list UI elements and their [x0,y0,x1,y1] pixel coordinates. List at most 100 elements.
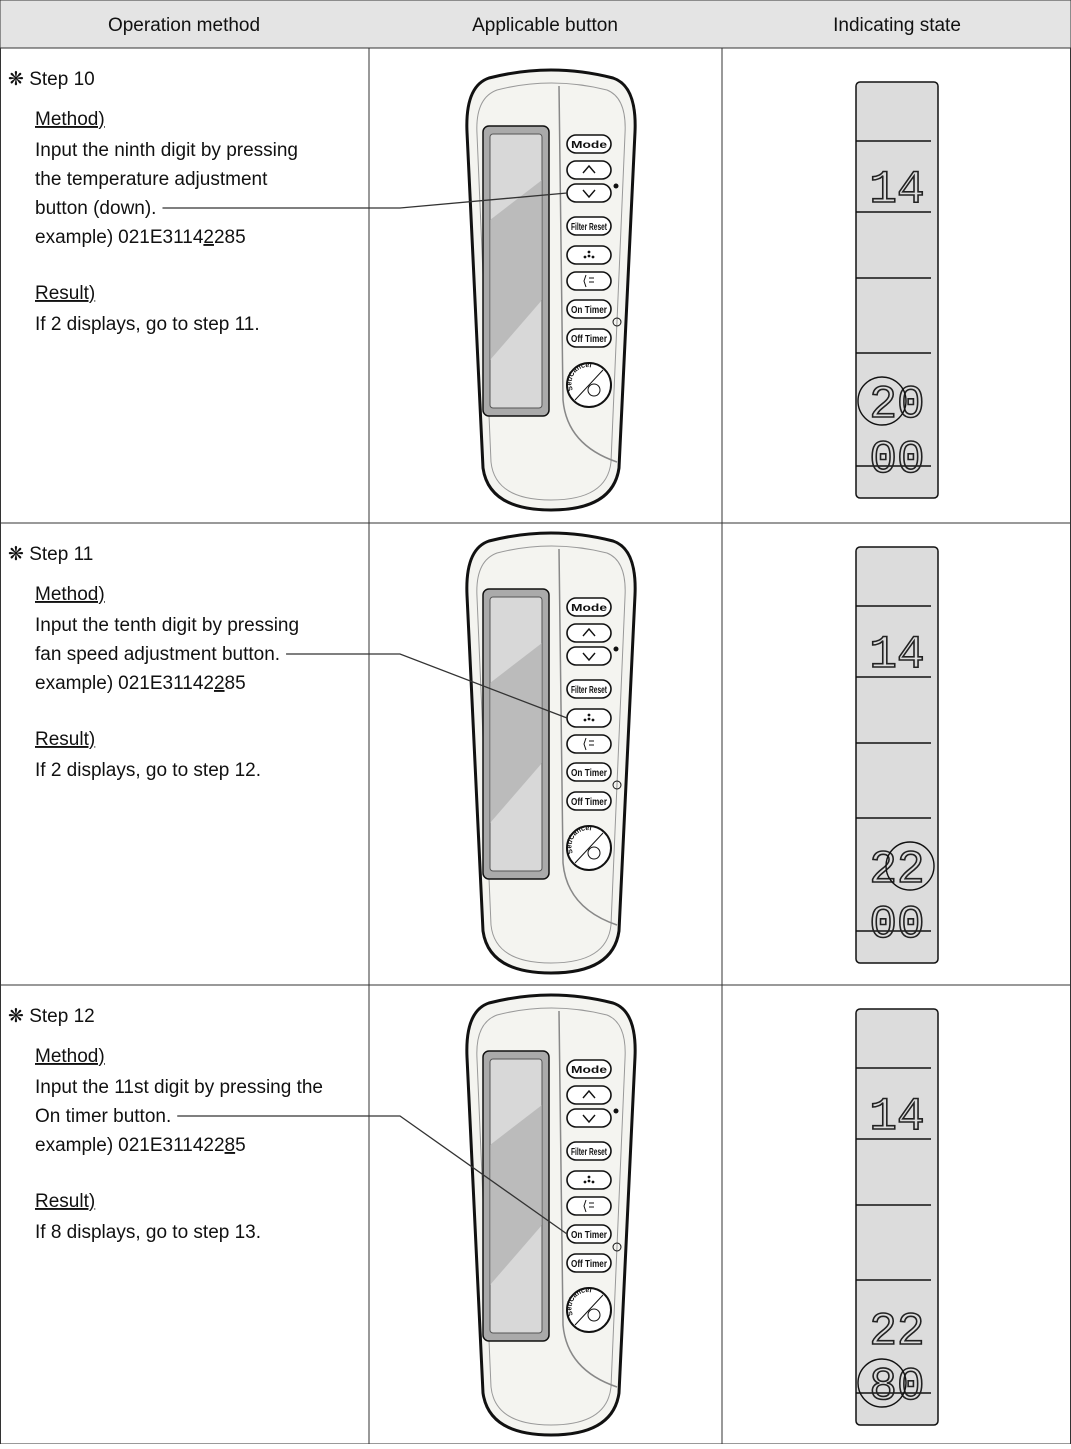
button-label: Mode [571,140,608,151]
off-timer-button [566,791,612,811]
on-timer-button [566,762,612,782]
fan-icon [587,1175,591,1179]
power-icon [587,1308,601,1322]
filter-reset-button [566,216,612,236]
example-label: example) [35,1135,113,1156]
set-cancel-slash [574,1294,604,1326]
temp-up-button [566,160,612,180]
result-text: If 2 displays, go to step 11. [35,314,260,335]
lcd-digits: 22 [869,844,924,896]
method-line: fan speed adjustment button. [35,644,280,665]
filter-reset-button [566,679,612,699]
step-title: ❋ Step 11 [8,544,93,565]
method-line: button (down). [35,198,156,219]
down-arrow [582,1114,596,1124]
remote-divider [558,85,618,463]
table-row: ❋ Step 10 Method) Input the ninth digit by… [0,47,1071,524]
method-label: Method) [35,584,105,605]
method-label: Method) [35,109,105,130]
button-label: Off Timer [571,334,607,345]
remote-divider [558,1010,618,1388]
lcd-digits: 00 [869,899,924,951]
filter-reset-button [566,1141,612,1161]
button-label: Mode [571,603,608,614]
mode-button [566,1059,612,1079]
fan-icon [587,713,591,717]
lcd-digits: 14 [869,629,924,681]
lcd-digits: 20 [869,379,924,431]
button-label: Filter Reset [571,1147,607,1158]
temp-down-button [566,183,612,203]
result-label: Result) [35,1191,95,1212]
mode-button [566,597,612,617]
leader-line [177,1115,568,1235]
off-timer-button [566,1253,612,1273]
leader-line [162,192,568,209]
example-code: 021E3114 [118,227,204,248]
fan-icon [591,255,595,259]
thermo-icon [613,1108,619,1114]
button-label: Filter Reset [571,685,607,696]
lcd-digits: 00 [869,434,924,486]
example-line: example) 021E31142285 [35,673,246,694]
example-line: example) 021E31142285 [35,1135,246,1156]
power-icon [587,846,601,860]
swing-button [566,271,612,291]
temp-up-button [566,623,612,643]
highlight-circle [857,376,907,426]
remote-divider [558,548,618,926]
result-label: Result) [35,283,95,304]
remote-window-shine [490,1105,542,1285]
lcd-digits: 80 [869,1361,924,1413]
table-row: ❋ Step 12 Method) Input the 11st digit by … [0,984,1071,1445]
fan-icon [587,254,591,258]
method-line: Input the ninth digit by pressing [35,140,298,161]
remote-window-shine [490,643,542,823]
button-label: Mode [571,1065,608,1076]
header-cell: Operation method [108,15,260,36]
example-code: 285 [214,227,246,248]
fan-icon [587,250,591,254]
example-code: 5 [235,1135,246,1156]
lcd-panel [855,546,939,964]
fan-icon [583,718,587,722]
button-label: On Timer [571,1230,607,1241]
fan-icon [583,1180,587,1184]
swing-button [566,1196,612,1216]
button-label: Off Timer [571,1259,607,1270]
down-arrow [582,652,596,662]
button-label: Off Timer [571,797,607,808]
up-arrow [582,1089,596,1099]
header-cell: Indicating state [833,15,961,36]
fan-icon [583,255,587,259]
result-label: Result) [35,729,95,750]
fan-icon [591,1180,595,1184]
lcd-panel [855,1008,939,1426]
fan-icon [587,1179,591,1183]
step-title: ❋ Step 10 [8,69,95,90]
example-label: example) [35,673,113,694]
button-label: On Timer [571,768,607,779]
step-title: ❋ Step 12 [8,1006,95,1027]
method-line: On timer button. [35,1106,171,1127]
header-cell: Applicable button [472,15,618,36]
method-line: Input the tenth digit by pressing [35,615,299,636]
timer-icon [612,1242,622,1252]
down-arrow [582,189,596,199]
swing-icon [583,1199,594,1213]
temp-down-button [566,646,612,666]
method-line: the temperature adjustment [35,169,268,190]
highlight-circle [857,1358,907,1408]
highlight-circle [885,841,935,891]
power-icon [587,383,601,397]
fan-icon [591,718,595,722]
leader-line [286,653,568,719]
thermo-icon [613,183,619,189]
remote-inner-edge [476,82,626,501]
example-code: 85 [225,673,246,694]
example-label: example) [35,227,113,248]
